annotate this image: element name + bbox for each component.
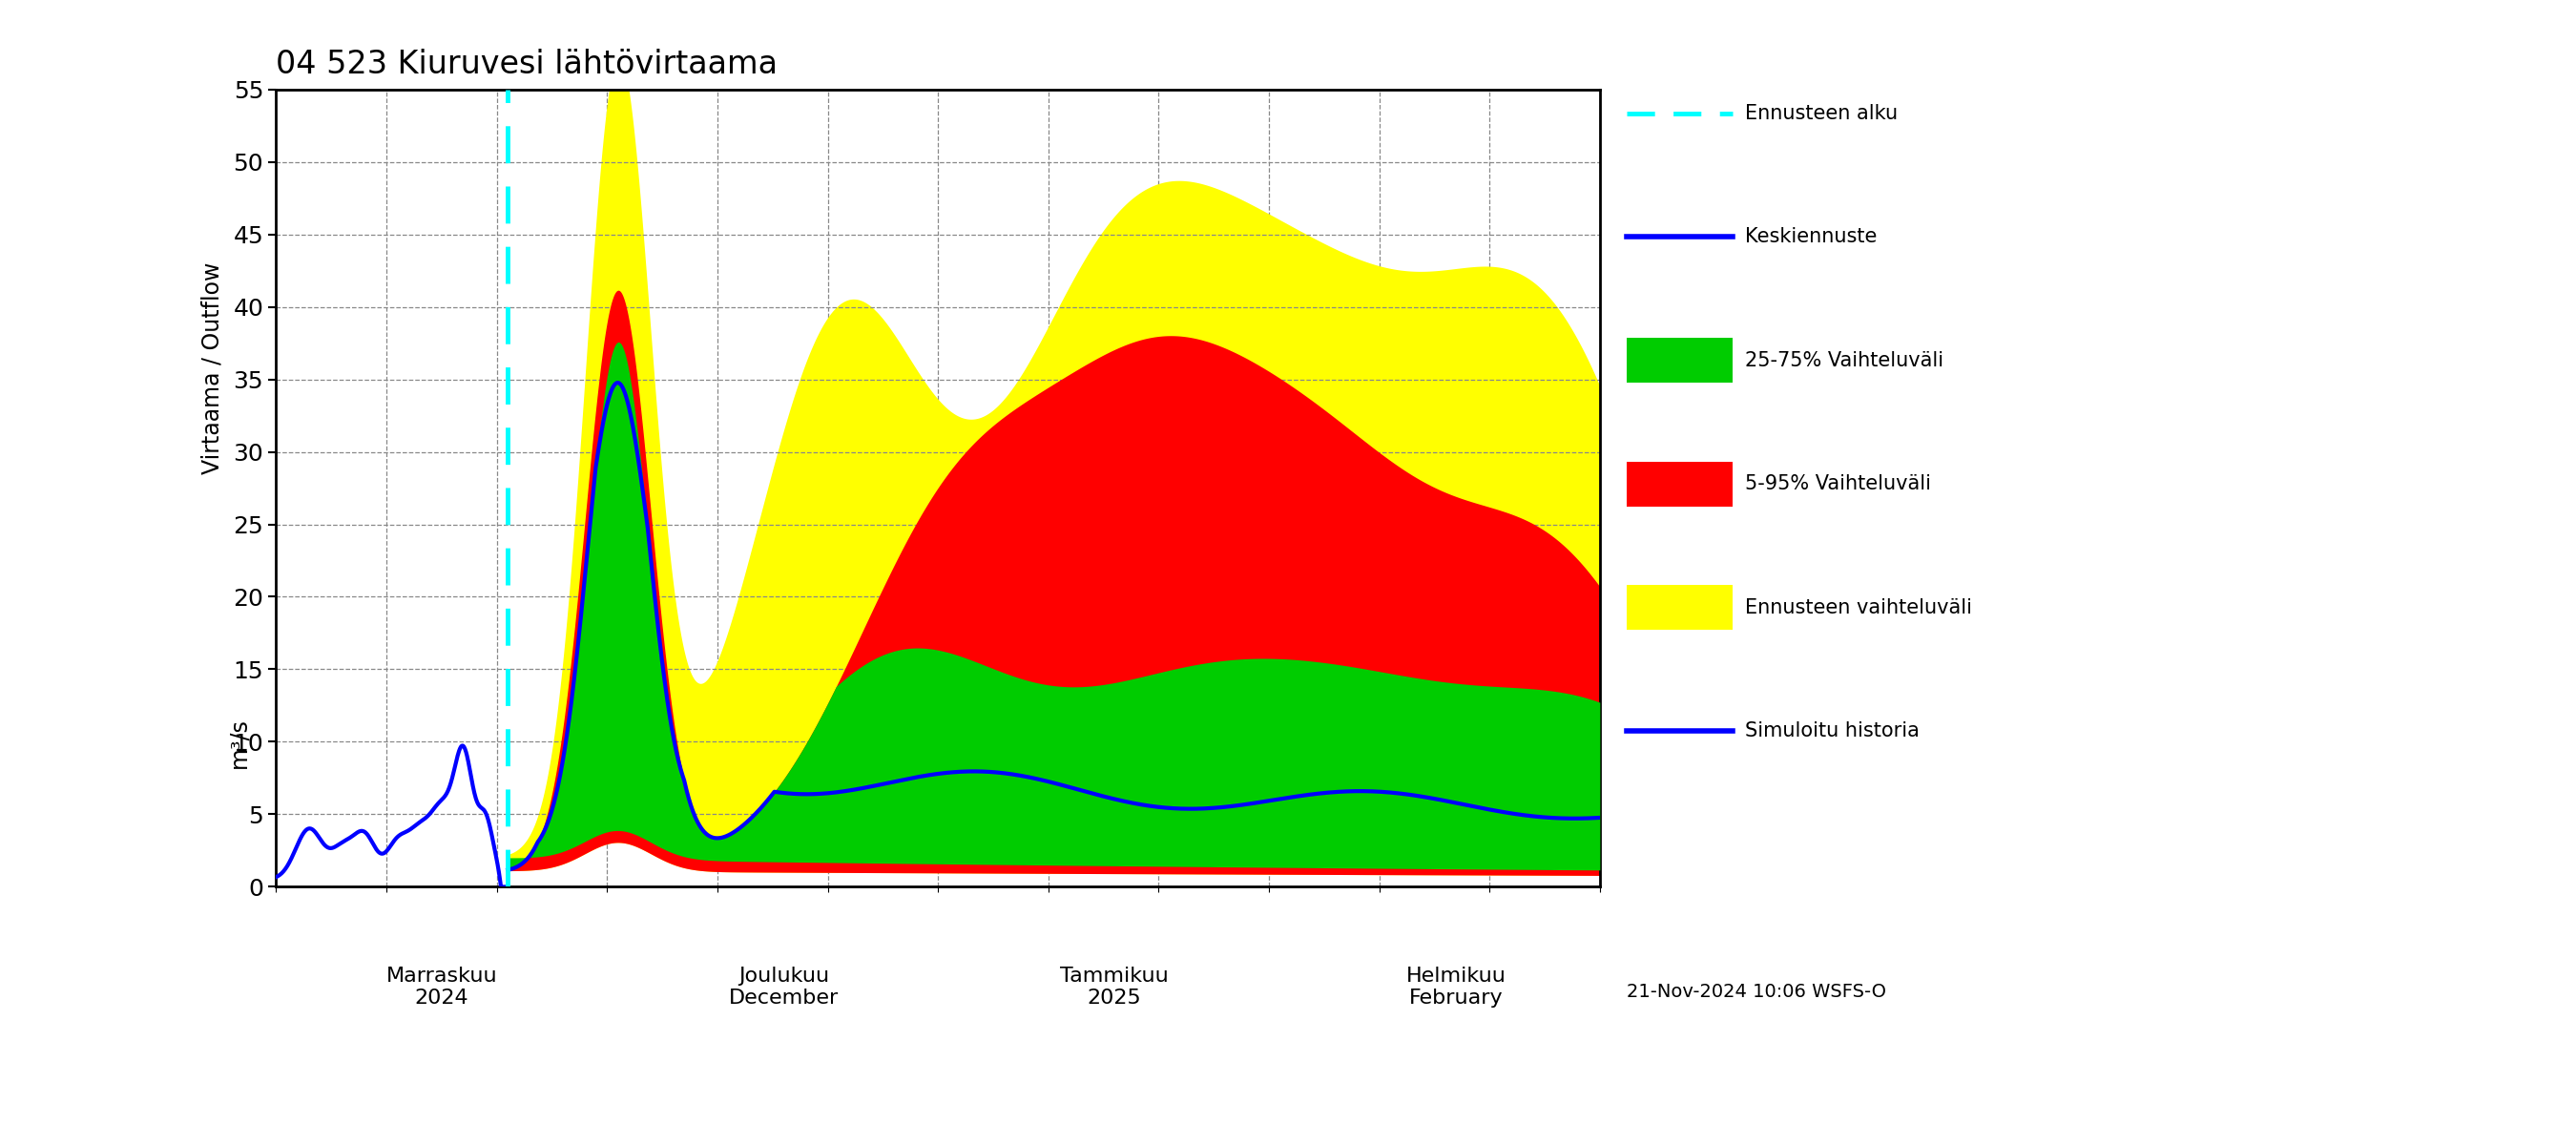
Bar <box>1625 585 1731 630</box>
Text: Helmikuu
February: Helmikuu February <box>1406 966 1507 1008</box>
Text: 25-75% Vaihteluväli: 25-75% Vaihteluväli <box>1747 352 1945 370</box>
Text: Ennusteen alku: Ennusteen alku <box>1747 104 1899 123</box>
Text: 04 523 Kiuruvesi lähtövirtaama: 04 523 Kiuruvesi lähtövirtaama <box>276 48 778 80</box>
Text: Joulukuu
December: Joulukuu December <box>729 966 840 1008</box>
Text: Simuloitu historia: Simuloitu historia <box>1747 721 1919 741</box>
Bar <box>1625 338 1731 382</box>
Bar <box>1625 461 1731 506</box>
Text: Tammikuu
2025: Tammikuu 2025 <box>1061 966 1170 1008</box>
Text: Keskiennuste: Keskiennuste <box>1747 228 1878 246</box>
Text: 5-95% Vaihteluväli: 5-95% Vaihteluväli <box>1747 474 1932 493</box>
Text: 21-Nov-2024 10:06 WSFS-O: 21-Nov-2024 10:06 WSFS-O <box>1625 982 1886 1001</box>
Text: Ennusteen vaihteluväli: Ennusteen vaihteluväli <box>1747 598 1973 617</box>
Text: m³/s: m³/s <box>227 718 250 768</box>
Text: Virtaama / Outflow: Virtaama / Outflow <box>201 262 224 474</box>
Text: Marraskuu
2024: Marraskuu 2024 <box>386 966 497 1008</box>
